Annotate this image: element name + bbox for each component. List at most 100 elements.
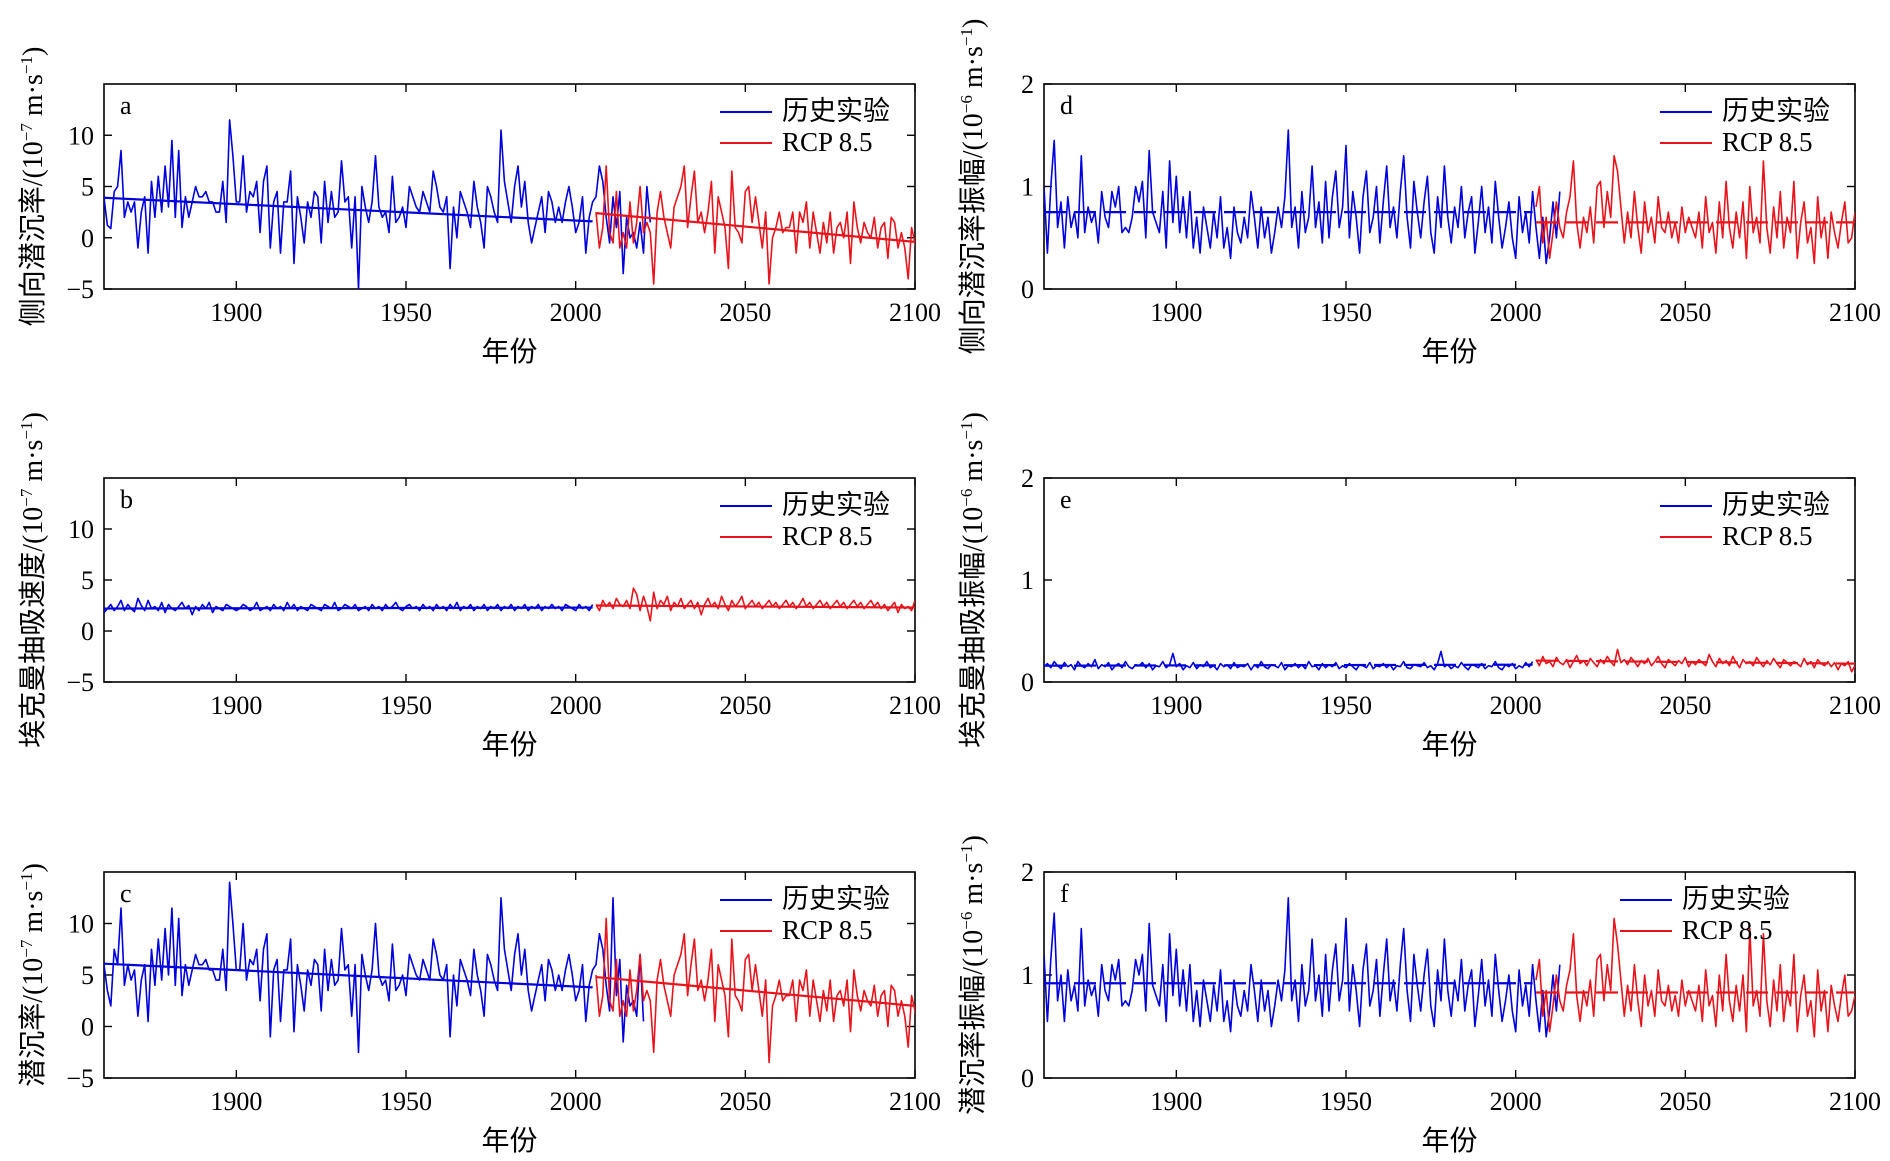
y-axis-title-ylabel: 潜沉率/(10 (17, 958, 49, 1087)
series-line-rcp85 (1535, 917, 1855, 1038)
y-axis-title: 侧向潜沉率/(10−7 m·s−1) (17, 47, 49, 327)
x-tick-label: 2000 (1490, 691, 1542, 720)
panel-b: 1900 1950 2000 2050 2100−50510年份埃克曼抽吸速度/(10−… (17, 412, 941, 761)
y-tick-label: 10 (68, 515, 94, 544)
y-tick-label: 0 (1021, 668, 1034, 697)
series-line-historical (104, 597, 594, 616)
x-tick-label: 1900 (210, 298, 262, 327)
x-axis-title: 年份 (1421, 1125, 1477, 1157)
legend-label: RCP 8.5 (1722, 127, 1813, 157)
y-tick-label: 5 (81, 566, 94, 595)
y-axis-title-ylabel-exp: −6 (957, 95, 976, 113)
legend-label: RCP 8.5 (1722, 521, 1813, 551)
y-tick-label: 10 (68, 910, 94, 939)
y-axis-title-ylabel-unit: m·s (18, 74, 49, 123)
y-tick-label: −5 (66, 275, 94, 304)
x-tick-label: 2100 (889, 298, 941, 327)
x-tick-label: 2100 (889, 1087, 941, 1116)
y-tick-label: 2 (1021, 858, 1034, 887)
series-line-rcp85 (595, 165, 915, 285)
trend-line-historical (103, 962, 593, 989)
y-tick-label: −5 (66, 1064, 94, 1093)
y-axis-title: 埃克曼抽吸速度/(10−7 m·s−1) (17, 412, 49, 748)
y-axis-title-ylabel-tail: ) (958, 412, 989, 421)
trend-line-historical (103, 606, 593, 610)
y-axis-title-ylabel-exp: −7 (17, 939, 36, 958)
x-axis-title: 年份 (1421, 336, 1477, 368)
x-tick-label: 1900 (210, 691, 262, 720)
x-axis-title: 年份 (1421, 729, 1477, 761)
y-axis-title-ylabel: 侧向潜沉率振幅/(10 (957, 113, 989, 354)
series-line-historical (1044, 896, 1561, 1038)
series-line-rcp85 (595, 587, 915, 622)
y-axis-title-ylabel-unit-exp: −1 (957, 28, 976, 46)
x-tick-label: 2050 (719, 1087, 771, 1116)
legend-label: 历史实验 (1682, 884, 1790, 914)
x-tick-label: 1900 (1150, 298, 1202, 327)
legend-label: RCP 8.5 (782, 127, 873, 157)
y-axis-title-ylabel-unit: m·s (958, 863, 989, 912)
y-tick-label: 1 (1021, 961, 1034, 990)
y-tick-label: −5 (66, 668, 94, 697)
x-tick-label: 1950 (1320, 1087, 1372, 1116)
legend-label: 历史实验 (782, 490, 890, 520)
y-tick-label: 2 (1021, 464, 1034, 493)
x-tick-label: 2100 (1829, 298, 1881, 327)
y-axis-title-ylabel-unit: m·s (18, 891, 49, 940)
legend-label: 历史实验 (782, 96, 890, 126)
x-tick-label: 2000 (550, 298, 602, 327)
y-tick-label: 1 (1021, 566, 1034, 595)
x-tick-label: 2100 (1829, 691, 1881, 720)
x-tick-label: 2000 (550, 1087, 602, 1116)
y-tick-label: 5 (81, 961, 94, 990)
y-axis-title-ylabel-tail: ) (958, 835, 989, 844)
panel-letter: c (120, 879, 132, 908)
trend-line-rcp85 (595, 975, 916, 1007)
y-axis-title-ylabel: 埃克曼抽吸速度/(10 (17, 507, 49, 748)
x-tick-label: 1900 (1150, 691, 1202, 720)
y-tick-label: 2 (1021, 70, 1034, 99)
series-line-historical (104, 881, 645, 1054)
panel-d: 1900 1950 2000 2050 2100 0 1 2 年份 侧向潜沉率振幅/(10−6 m… (957, 19, 1881, 368)
panel-letter: b (120, 485, 133, 514)
y-tick-label: 5 (81, 173, 94, 202)
y-axis-title-ylabel-tail: ) (958, 19, 989, 28)
x-axis-title: 年份 (481, 729, 537, 761)
x-tick-label: 1950 (1320, 691, 1372, 720)
panel-letter: f (1060, 879, 1069, 908)
legend-label: RCP 8.5 (782, 915, 873, 945)
y-axis-title-ylabel-unit-exp: −1 (17, 56, 36, 74)
y-axis-title-ylabel-unit-exp: −1 (17, 873, 36, 891)
x-tick-label: 2000 (550, 691, 602, 720)
panel-letter: a (120, 91, 132, 120)
y-axis-title-ylabel-unit: m·s (958, 46, 989, 95)
y-axis-title-ylabel-unit-exp: −1 (957, 845, 976, 863)
y-tick-label: 0 (1021, 275, 1034, 304)
y-axis-title-ylabel-unit-exp: −1 (957, 422, 976, 440)
legend-label: RCP 8.5 (1682, 915, 1773, 945)
y-tick-label: 0 (81, 224, 94, 253)
panel-e: 1900 1950 2000 2050 2100 0 1 2 年份 埃克曼抽吸振幅/(10−6 m… (957, 412, 1881, 761)
x-axis-title: 年份 (481, 336, 537, 368)
y-axis-title-ylabel-exp: −6 (957, 912, 976, 930)
y-axis-title-ylabel-tail: ) (18, 863, 49, 872)
y-axis-title: 潜沉率振幅/(10−6 m·s−1) (957, 835, 989, 1115)
trend-line-rcp85 (1536, 659, 1856, 665)
x-tick-label: 2100 (889, 691, 941, 720)
y-axis-title-ylabel: 侧向潜沉率/(10 (17, 141, 49, 326)
x-tick-label: 1950 (1320, 298, 1372, 327)
y-axis-title-ylabel-exp: −7 (17, 123, 36, 142)
x-tick-label: 2050 (1659, 691, 1711, 720)
series-line-historical (1044, 650, 1534, 671)
x-tick-label: 2050 (719, 691, 771, 720)
y-tick-label: 0 (1021, 1064, 1034, 1093)
x-tick-label: 1900 (1150, 1087, 1202, 1116)
panel-letter: d (1060, 91, 1073, 120)
y-axis-title-ylabel: 潜沉率振幅/(10 (957, 930, 989, 1115)
series-line-historical (1044, 129, 1561, 265)
y-axis-title-ylabel-unit-exp: −1 (17, 422, 36, 440)
series-line-rcp85 (1535, 648, 1855, 673)
x-tick-label: 2050 (719, 298, 771, 327)
x-tick-label: 1950 (380, 691, 432, 720)
y-tick-label: 0 (81, 617, 94, 646)
